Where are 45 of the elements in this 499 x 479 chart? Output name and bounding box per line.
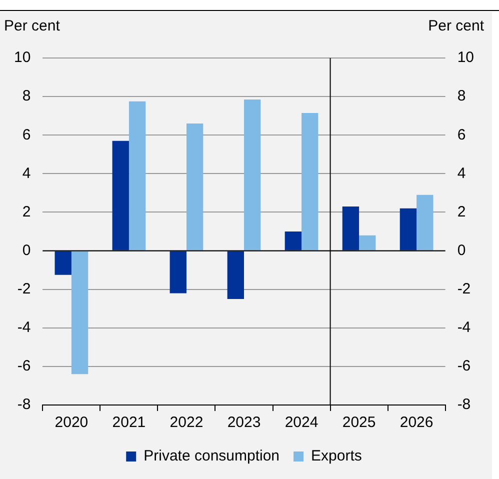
y2-tick-label: -8 xyxy=(457,396,471,414)
y-tick-label: 0 xyxy=(22,242,31,259)
x-tick-label: 2023 xyxy=(227,414,261,432)
bar xyxy=(170,251,186,294)
y2-tick-label: -6 xyxy=(457,358,471,375)
y2-axis-title: Per cent xyxy=(428,18,485,35)
bar xyxy=(186,124,204,250)
y-tick-label: -4 xyxy=(17,319,31,336)
y2-tick-label: 10 xyxy=(457,49,474,66)
y-tick-label: -6 xyxy=(17,358,31,375)
y2-tick-label: 2 xyxy=(457,203,466,220)
bar xyxy=(112,140,129,250)
y2-tick-label: -4 xyxy=(457,319,471,336)
bar xyxy=(244,99,261,250)
bar xyxy=(128,101,146,250)
y2-tick-label: -2 xyxy=(457,280,471,298)
bar xyxy=(302,112,318,250)
x-tick-label: 2025 xyxy=(342,414,376,432)
bar xyxy=(227,251,244,299)
y2-tick-label: 0 xyxy=(457,242,466,259)
y-tick-label: -2 xyxy=(17,280,31,298)
y-axis-title: Per cent xyxy=(4,18,61,35)
x-tick-label: 2021 xyxy=(112,414,146,432)
y2-tick-label: 6 xyxy=(457,126,466,144)
bar xyxy=(54,251,72,275)
legend-label: Private consumption xyxy=(144,448,280,465)
y-tick-label: 6 xyxy=(22,126,31,144)
y-tick-label: 4 xyxy=(22,164,31,182)
bar xyxy=(284,232,302,250)
bar xyxy=(400,208,417,250)
bar xyxy=(71,251,88,374)
x-tick-label: 2020 xyxy=(54,414,88,432)
x-tick-label: 2022 xyxy=(170,414,204,432)
y2-tick-label: 8 xyxy=(457,88,466,105)
bar xyxy=(416,194,434,250)
bar xyxy=(342,206,360,250)
legend-label: Exports xyxy=(311,448,362,465)
bar xyxy=(359,235,376,250)
y-tick-label: 8 xyxy=(22,88,31,105)
y-tick-label: -8 xyxy=(17,396,31,414)
x-tick-label: 2026 xyxy=(400,414,434,432)
y-tick-label: 2 xyxy=(22,203,31,220)
x-tick-label: 2024 xyxy=(284,414,318,432)
y-tick-label: 10 xyxy=(14,49,31,66)
y2-tick-label: 4 xyxy=(457,164,466,182)
